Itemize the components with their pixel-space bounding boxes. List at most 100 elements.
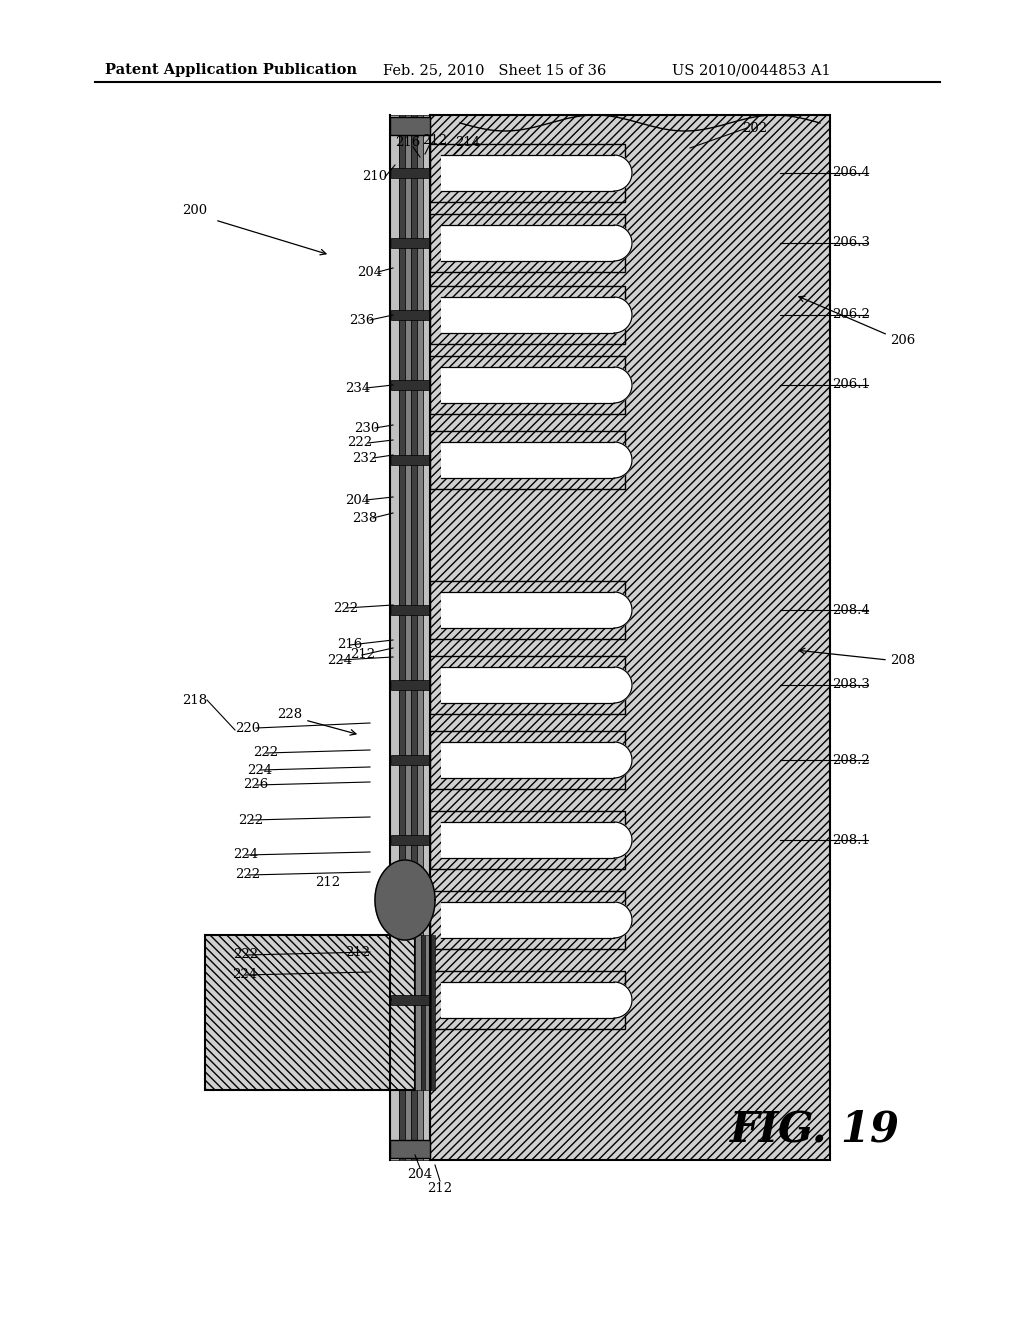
- Bar: [391, 455, 429, 465]
- Bar: [441, 591, 614, 628]
- Text: 212: 212: [345, 945, 370, 958]
- Bar: [391, 605, 429, 615]
- Bar: [205, 935, 415, 1090]
- Text: 202: 202: [742, 121, 768, 135]
- Bar: [430, 144, 625, 202]
- Text: 236: 236: [349, 314, 375, 326]
- Text: 204: 204: [408, 1168, 432, 1181]
- Text: 222: 222: [253, 747, 278, 759]
- Bar: [391, 755, 429, 766]
- Bar: [391, 915, 429, 925]
- Polygon shape: [614, 982, 632, 1018]
- Text: 230: 230: [354, 421, 380, 434]
- Bar: [430, 115, 830, 1160]
- Text: 200: 200: [182, 203, 208, 216]
- Polygon shape: [614, 442, 632, 478]
- Text: Feb. 25, 2010   Sheet 15 of 36: Feb. 25, 2010 Sheet 15 of 36: [383, 63, 606, 77]
- Text: 208.1: 208.1: [833, 833, 870, 846]
- Text: 218: 218: [182, 693, 208, 706]
- Bar: [391, 168, 429, 178]
- Bar: [430, 656, 625, 714]
- Text: 208.4: 208.4: [833, 603, 870, 616]
- Text: 224: 224: [327, 653, 352, 667]
- Bar: [430, 356, 625, 414]
- Bar: [441, 224, 614, 261]
- Text: 212: 212: [423, 133, 447, 147]
- Bar: [430, 810, 625, 869]
- Bar: [441, 442, 614, 478]
- Text: FIG. 19: FIG. 19: [730, 1109, 900, 1151]
- Polygon shape: [614, 297, 632, 333]
- Text: 206.4: 206.4: [833, 166, 870, 180]
- Polygon shape: [614, 742, 632, 777]
- Text: 208.3: 208.3: [833, 678, 870, 692]
- Polygon shape: [614, 591, 632, 628]
- Bar: [417, 115, 423, 1160]
- Text: 204: 204: [345, 494, 371, 507]
- Text: 216: 216: [337, 639, 362, 652]
- Bar: [421, 935, 425, 1090]
- Text: Patent Application Publication: Patent Application Publication: [105, 63, 357, 77]
- Text: 222: 222: [347, 437, 373, 450]
- Bar: [390, 117, 430, 135]
- Polygon shape: [614, 667, 632, 704]
- Bar: [430, 891, 625, 949]
- Bar: [391, 238, 429, 248]
- Text: 224: 224: [232, 849, 258, 862]
- Bar: [390, 1140, 430, 1158]
- Bar: [415, 935, 421, 1090]
- Bar: [441, 982, 614, 1018]
- Bar: [406, 115, 411, 1160]
- Text: US 2010/0044853 A1: US 2010/0044853 A1: [672, 63, 830, 77]
- Bar: [391, 310, 429, 319]
- Text: 212: 212: [350, 648, 375, 661]
- Bar: [430, 972, 625, 1030]
- Text: 206.2: 206.2: [833, 309, 870, 322]
- Bar: [431, 935, 435, 1090]
- Text: 238: 238: [352, 511, 378, 524]
- Polygon shape: [614, 822, 632, 858]
- Text: 226: 226: [243, 779, 268, 792]
- Text: 204: 204: [357, 265, 383, 279]
- Text: 206: 206: [890, 334, 915, 346]
- Text: 206.1: 206.1: [833, 379, 870, 392]
- Text: 220: 220: [236, 722, 260, 734]
- Text: 228: 228: [278, 709, 302, 722]
- Text: 222: 222: [238, 813, 263, 826]
- Bar: [425, 935, 431, 1090]
- Bar: [430, 214, 625, 272]
- Polygon shape: [375, 861, 435, 940]
- Bar: [430, 581, 625, 639]
- Bar: [441, 822, 614, 858]
- Text: 208.2: 208.2: [833, 754, 870, 767]
- Bar: [390, 115, 399, 1160]
- Text: 234: 234: [345, 381, 371, 395]
- Bar: [441, 297, 614, 333]
- Bar: [441, 902, 614, 939]
- Bar: [441, 367, 614, 403]
- Bar: [391, 836, 429, 845]
- Text: 212: 212: [427, 1181, 453, 1195]
- Bar: [391, 680, 429, 690]
- Text: 222: 222: [234, 869, 260, 882]
- Text: 212: 212: [314, 875, 340, 888]
- Polygon shape: [614, 367, 632, 403]
- Text: 222: 222: [333, 602, 358, 615]
- Text: 208: 208: [890, 653, 915, 667]
- Bar: [430, 731, 625, 789]
- Bar: [399, 115, 406, 1160]
- Text: 210: 210: [362, 170, 387, 183]
- Text: 206.3: 206.3: [831, 236, 870, 249]
- Polygon shape: [614, 902, 632, 939]
- Text: 214: 214: [456, 136, 480, 149]
- Bar: [430, 286, 625, 345]
- Bar: [441, 742, 614, 777]
- Text: 224: 224: [231, 969, 257, 982]
- Text: 232: 232: [352, 451, 378, 465]
- Text: 222: 222: [232, 949, 258, 961]
- Bar: [423, 115, 430, 1160]
- Bar: [391, 995, 429, 1005]
- Text: 216: 216: [395, 136, 421, 149]
- Bar: [441, 154, 614, 191]
- Bar: [391, 380, 429, 389]
